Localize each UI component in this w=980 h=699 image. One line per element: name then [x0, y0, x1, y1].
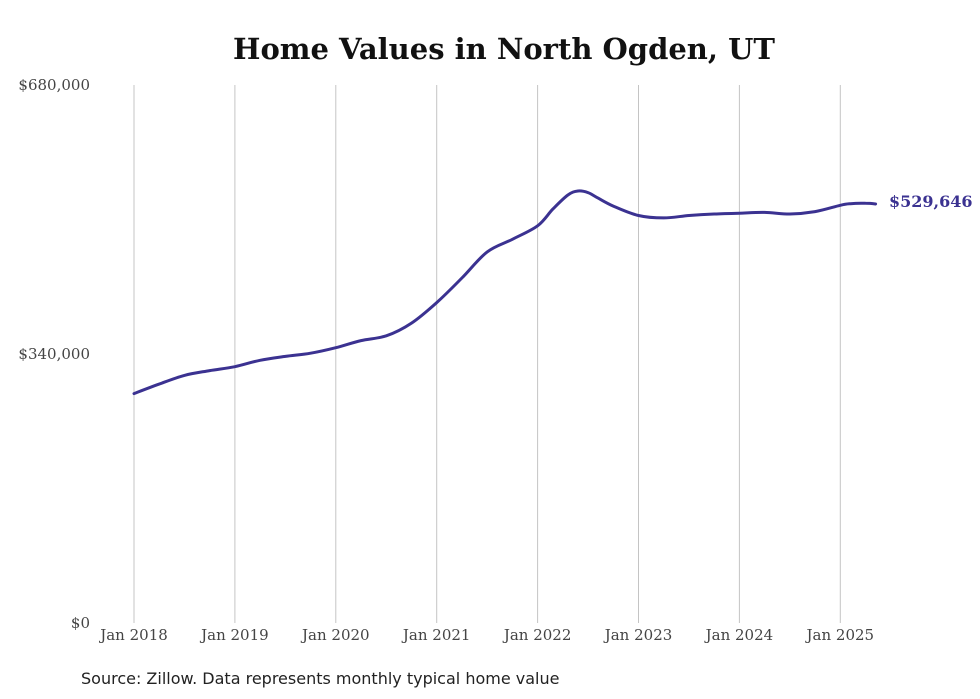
x-tick-label: Jan 2021: [401, 626, 471, 644]
x-tick-label: Jan 2019: [199, 626, 269, 644]
x-tick-label: Jan 2020: [300, 626, 370, 644]
x-tick-label: Jan 2018: [98, 626, 168, 644]
gridlines: [133, 85, 841, 623]
y-tick-label: $340,000: [18, 345, 90, 363]
series-line: [132, 189, 878, 396]
y-tick-label: $0: [71, 614, 90, 632]
y-tick-label: $680,000: [18, 76, 90, 94]
x-tick-label: Jan 2025: [805, 626, 875, 644]
chart-title: Home Values in North Ogden, UT: [233, 32, 775, 66]
x-tick-label: Jan 2023: [603, 626, 673, 644]
x-axis: Jan 2018 Jan 2019 Jan 2020 Jan 2021 Jan 2022…: [98, 626, 874, 644]
source-note: Source: Zillow. Data represents monthly …: [81, 669, 559, 688]
x-tick-label: Jan 2024: [704, 626, 774, 644]
x-tick-label: Jan 2022: [502, 626, 572, 644]
end-value-label: $529,646: [889, 192, 973, 211]
y-axis: $0 $340,000 $680,000: [18, 76, 90, 632]
